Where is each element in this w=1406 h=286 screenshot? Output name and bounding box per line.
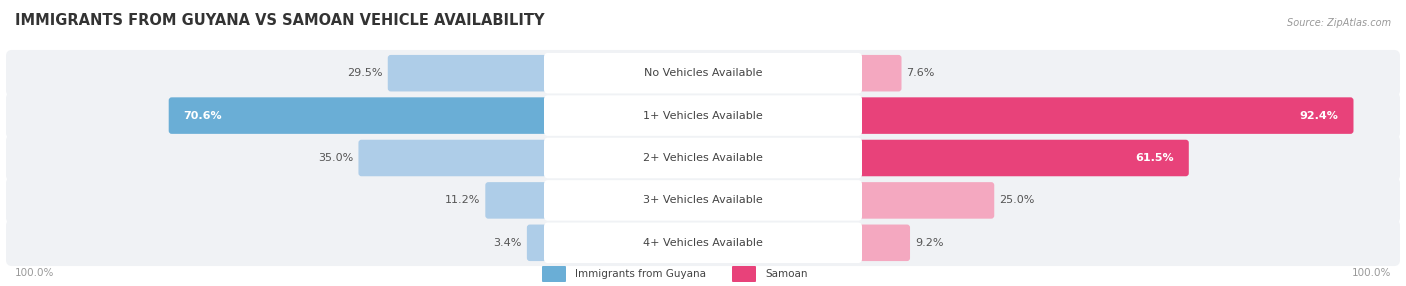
Text: 7.6%: 7.6% [907,68,935,78]
Text: 100.0%: 100.0% [15,268,55,278]
Text: 29.5%: 29.5% [347,68,382,78]
Text: IMMIGRANTS FROM GUYANA VS SAMOAN VEHICLE AVAILABILITY: IMMIGRANTS FROM GUYANA VS SAMOAN VEHICLE… [15,13,544,28]
Text: 25.0%: 25.0% [1000,195,1035,205]
Text: 70.6%: 70.6% [184,111,222,121]
FancyBboxPatch shape [485,182,551,219]
FancyBboxPatch shape [541,266,567,282]
FancyBboxPatch shape [544,180,862,221]
FancyBboxPatch shape [6,135,1400,181]
FancyBboxPatch shape [6,220,1400,266]
Text: 61.5%: 61.5% [1135,153,1174,163]
Text: 11.2%: 11.2% [444,195,481,205]
FancyBboxPatch shape [733,266,756,282]
FancyBboxPatch shape [6,50,1400,96]
FancyBboxPatch shape [855,225,910,261]
Text: Immigrants from Guyana: Immigrants from Guyana [575,269,706,279]
Text: 1+ Vehicles Available: 1+ Vehicles Available [643,111,763,121]
Text: Samoan: Samoan [765,269,807,279]
FancyBboxPatch shape [544,95,862,136]
FancyBboxPatch shape [855,55,901,92]
Text: 4+ Vehicles Available: 4+ Vehicles Available [643,238,763,248]
FancyBboxPatch shape [855,182,994,219]
FancyBboxPatch shape [169,97,551,134]
FancyBboxPatch shape [359,140,551,176]
Text: 92.4%: 92.4% [1299,111,1339,121]
FancyBboxPatch shape [6,92,1400,139]
Text: 3.4%: 3.4% [494,238,522,248]
Text: Source: ZipAtlas.com: Source: ZipAtlas.com [1286,18,1391,28]
Text: 9.2%: 9.2% [915,238,943,248]
FancyBboxPatch shape [388,55,551,92]
FancyBboxPatch shape [6,177,1400,224]
FancyBboxPatch shape [855,97,1354,134]
FancyBboxPatch shape [544,223,862,263]
Text: 3+ Vehicles Available: 3+ Vehicles Available [643,195,763,205]
Text: No Vehicles Available: No Vehicles Available [644,68,762,78]
Text: 35.0%: 35.0% [318,153,353,163]
FancyBboxPatch shape [544,53,862,94]
FancyBboxPatch shape [544,138,862,178]
FancyBboxPatch shape [527,225,551,261]
Text: 100.0%: 100.0% [1351,268,1391,278]
Text: 2+ Vehicles Available: 2+ Vehicles Available [643,153,763,163]
FancyBboxPatch shape [855,140,1189,176]
